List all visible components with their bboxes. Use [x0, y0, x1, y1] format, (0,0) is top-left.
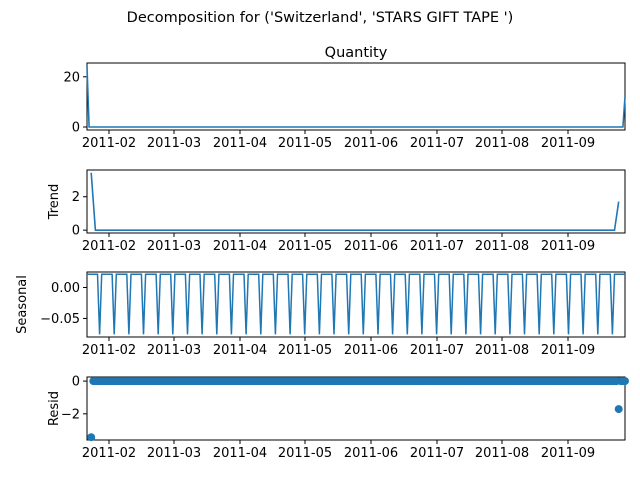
panel-3-resid-point	[87, 433, 96, 442]
panel-2-xtick-label: 2011-03	[147, 343, 201, 358]
panel-2-xtick-label: 2011-09	[541, 343, 595, 358]
panel-1-ytick-label: 0	[72, 224, 80, 239]
panel-2-frame	[86, 271, 626, 338]
panel-3-xtick-label: 2011-06	[344, 446, 398, 461]
panel-0-xtick-label: 2011-09	[541, 136, 595, 151]
panel-0-xtick-label: 2011-04	[213, 136, 267, 151]
panel-0-xtick-label: 2011-06	[344, 136, 398, 151]
panel-1-ylabel: Trend	[47, 184, 62, 221]
panel-3-xtick-label: 2011-07	[410, 446, 464, 461]
panel-0-xtick-label: 2011-05	[278, 136, 332, 151]
panel-3-xtick-label: 2011-09	[541, 446, 595, 461]
panel-2-series-line	[87, 273, 625, 335]
panel-3-frame	[86, 376, 626, 441]
panel-1-xtick-label: 2011-02	[82, 239, 136, 254]
panel-1-frame	[86, 169, 626, 234]
panel-2-xtick-label: 2011-04	[213, 343, 267, 358]
panel-0-series-line	[86, 66, 626, 128]
panel-1-xtick-label: 2011-03	[147, 239, 201, 254]
panel-2-xtick-label: 2011-06	[344, 343, 398, 358]
panel-0-xtick-label: 2011-08	[475, 136, 529, 151]
panel-3-xtick-label: 2011-03	[147, 446, 201, 461]
panel-3-resid-point	[614, 405, 623, 414]
panel-2-ytick-label: 0.00	[51, 281, 80, 296]
panel-1-xtick-label: 2011-04	[213, 239, 267, 254]
panel-1-xtick-label: 2011-08	[475, 239, 529, 254]
panel-1-xtick-label: 2011-05	[278, 239, 332, 254]
panel-3-ylabel: Resid	[47, 391, 62, 426]
panel-3-xtick-label: 2011-05	[278, 446, 332, 461]
panel-3-xtick-label: 2011-04	[213, 446, 267, 461]
panel-2-xtick-label: 2011-07	[410, 343, 464, 358]
panel-2-xtick-label: 2011-02	[82, 343, 136, 358]
panel-3-ytick-label: −2	[61, 407, 80, 422]
panel-0-frame	[86, 62, 626, 131]
panel-1-ytick-label: 2	[72, 190, 80, 205]
panel-3-resid-point	[621, 377, 629, 386]
panel-2-xtick-label: 2011-05	[278, 343, 332, 358]
panel-0-ytick-label: 0	[72, 120, 80, 135]
panel-1-xtick-label: 2011-09	[541, 239, 595, 254]
panel-2-ylabel: Seasonal	[15, 275, 30, 334]
panel-0-title: Quantity	[325, 45, 388, 61]
panel-1-xtick-label: 2011-06	[344, 239, 398, 254]
figure-suptitle: Decomposition for ('Switzerland', 'STARS…	[127, 10, 514, 26]
panel-0-xtick-label: 2011-02	[82, 136, 136, 151]
panel-0-xtick-label: 2011-07	[410, 136, 464, 151]
panel-0-ytick-label: 20	[63, 70, 80, 85]
panel-1-xtick-label: 2011-07	[410, 239, 464, 254]
panel-2-ytick-label: −0.05	[40, 312, 80, 327]
panel-3-xtick-label: 2011-08	[475, 446, 529, 461]
panel-2-xtick-label: 2011-08	[475, 343, 529, 358]
panel-3-ytick-label: 0	[72, 375, 80, 390]
panel-1-series-line	[90, 172, 620, 231]
panel-0-xtick-label: 2011-03	[147, 136, 201, 151]
panel-3-xtick-label: 2011-02	[82, 446, 136, 461]
